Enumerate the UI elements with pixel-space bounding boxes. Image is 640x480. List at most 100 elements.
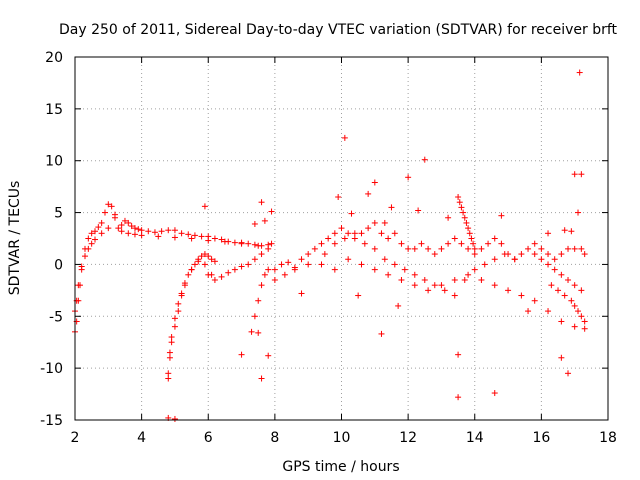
data-point [91,236,98,243]
scatter-points [72,69,588,422]
data-point [331,266,338,273]
data-point [365,225,372,232]
data-point [548,282,555,289]
data-point [371,245,378,252]
data-point [221,238,228,245]
data-point [568,228,575,235]
data-point [95,224,102,231]
data-point [491,282,498,289]
data-point [138,232,145,239]
data-point [298,290,305,297]
data-point [188,266,195,273]
data-point [558,271,565,278]
data-point [351,230,358,237]
data-point [198,253,205,260]
data-point [518,251,525,258]
data-point [151,229,158,236]
data-point [258,282,265,289]
data-point [465,271,472,278]
data-point [168,339,175,346]
data-point [558,318,565,325]
data-point [385,271,392,278]
data-point [205,253,212,260]
data-point [451,235,458,242]
data-point [491,390,498,397]
data-point [211,258,218,265]
data-point [455,351,462,358]
data-point [531,297,538,304]
data-point [421,276,428,283]
data-point [255,297,262,304]
data-point [128,223,135,230]
data-point [271,276,278,283]
data-point [165,227,172,234]
data-point [345,230,352,237]
y-tick-label: -10 [40,361,63,377]
data-point [238,351,245,358]
data-point [418,240,425,247]
data-point [248,328,255,335]
data-point [245,240,252,247]
data-point [171,227,178,234]
data-point [135,226,142,233]
data-point [460,209,467,216]
data-point [481,261,488,268]
data-point [581,318,588,325]
data-point [445,240,452,247]
data-point [498,212,505,219]
data-point [178,290,185,297]
data-point [576,69,583,76]
data-point [451,292,458,299]
data-point [171,415,178,422]
x-axis-label: GPS time / hours [282,459,399,475]
data-point [321,251,328,258]
data-point [525,308,532,315]
data-point [558,251,565,258]
data-point [138,227,145,234]
x-tick-label: 4 [137,430,146,446]
data-point [251,313,258,320]
data-point [81,253,88,260]
axis-ticks: 2 4 6 8 10 12 14 16 18 -15 -10 -5 0 5 10 15 20 [40,50,617,446]
data-point [325,235,332,242]
data-point [335,194,342,201]
data-point [105,225,112,232]
data-point [371,219,378,226]
data-point [195,258,202,265]
data-point [431,282,438,289]
data-point [358,261,365,268]
data-point [238,239,245,246]
data-point [578,245,585,252]
data-point [395,302,402,309]
data-point [575,209,582,216]
data-point [466,230,473,237]
data-point [388,204,395,211]
data-point [511,256,518,263]
data-point [361,240,368,247]
data-point [175,300,182,307]
data-point [158,228,165,235]
y-tick-label: 10 [45,154,63,170]
data-point [238,263,245,270]
data-point [391,261,398,268]
data-point [431,251,438,258]
data-point [121,217,128,224]
data-point [85,245,92,252]
data-point [371,266,378,273]
data-point [175,308,182,315]
data-point [391,230,398,237]
data-point [411,271,418,278]
data-point [581,251,588,258]
data-point [445,214,452,221]
data-point [185,271,192,278]
data-point [225,269,232,276]
data-point [405,174,412,181]
x-tick-label: 16 [532,430,550,446]
data-point [231,266,238,273]
data-point [518,292,525,299]
data-point [345,256,352,263]
data-point [355,292,362,299]
data-point [265,245,272,252]
data-point [461,214,468,221]
data-point [545,261,552,268]
